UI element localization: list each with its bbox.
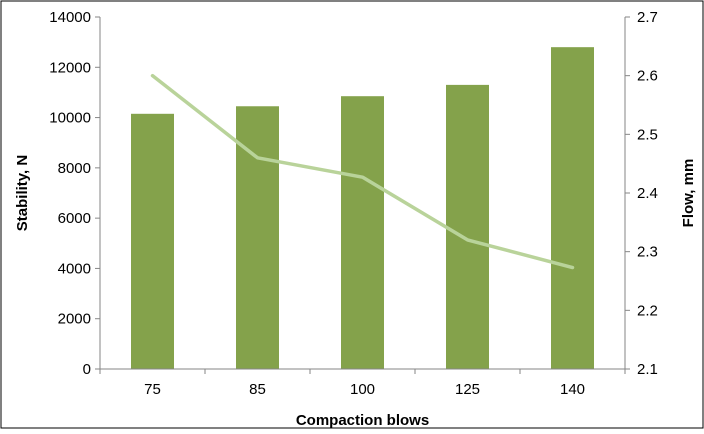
y-right-tick-label: 2.4 [637,185,658,202]
y-right-tick-label: 2.7 [637,9,658,26]
x-tick-label: 125 [455,381,480,398]
bars-layer [131,47,594,369]
bar-125 [446,85,489,369]
y-left-axis-title: Stability, N [14,155,31,231]
x-tick-label: 100 [350,381,375,398]
y-left-tick-label: 4000 [58,260,91,277]
y-right-tick-label: 2.6 [637,68,658,85]
bar-100 [341,96,384,369]
x-axis-title: Compaction blows [296,412,429,429]
y-right-axis-title: Flow, mm [680,159,697,228]
y-right-tick-label: 2.5 [637,126,658,143]
y-left-tick-label: 6000 [58,210,91,227]
y-left-tick-label: 14000 [49,9,91,26]
x-tick-label: 75 [144,381,161,398]
y-left-tick-label: 12000 [49,59,91,76]
y-left-tick-label: 0 [83,361,91,378]
bar-75 [131,114,174,369]
x-tick-label: 85 [249,381,266,398]
y-right-tick-label: 2.1 [637,361,658,378]
y-left-tick-label: 10000 [49,110,91,127]
y-right-tick-label: 2.3 [637,244,658,261]
y-right-tick-label: 2.2 [637,302,658,319]
y-left-tick-label: 2000 [58,311,91,328]
x-tick-label: 140 [560,381,585,398]
bar-140 [551,47,594,369]
y-left-tick-label: 8000 [58,160,91,177]
